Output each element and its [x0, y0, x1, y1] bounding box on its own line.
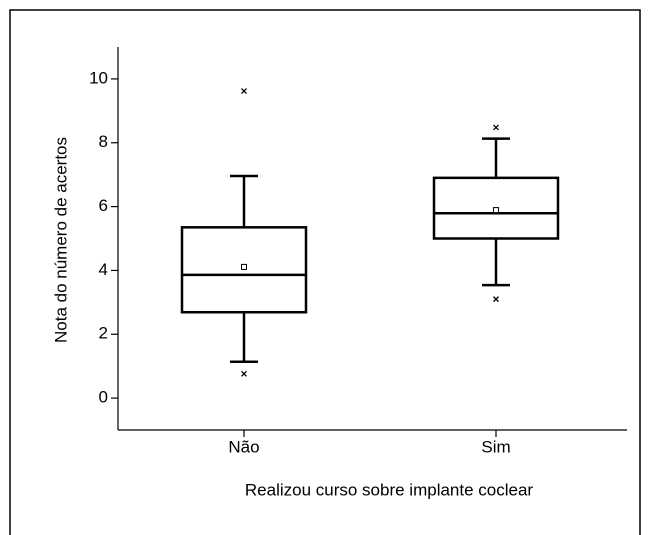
outlier — [241, 370, 247, 377]
y-axis-label: Nota do número de acertos — [51, 137, 70, 343]
box — [432, 176, 560, 240]
box — [180, 226, 308, 314]
outlier — [493, 296, 499, 303]
outlier — [241, 88, 247, 95]
y-tick-label: 4 — [99, 260, 108, 279]
x-tick-label: Sim — [481, 437, 510, 456]
y-tick-label: 8 — [99, 132, 108, 151]
y-tick-label: 10 — [89, 68, 108, 87]
x-axis-label: Realizou curso sobre implante coclear — [245, 480, 534, 499]
y-tick-label: 2 — [99, 324, 108, 343]
x-tick-label: Não — [228, 437, 259, 456]
outlier — [493, 124, 499, 131]
y-tick-label: 6 — [99, 196, 108, 215]
mean — [493, 207, 499, 214]
frame — [9, 9, 641, 535]
mean — [241, 263, 247, 270]
y-tick-label: 0 — [99, 388, 108, 407]
